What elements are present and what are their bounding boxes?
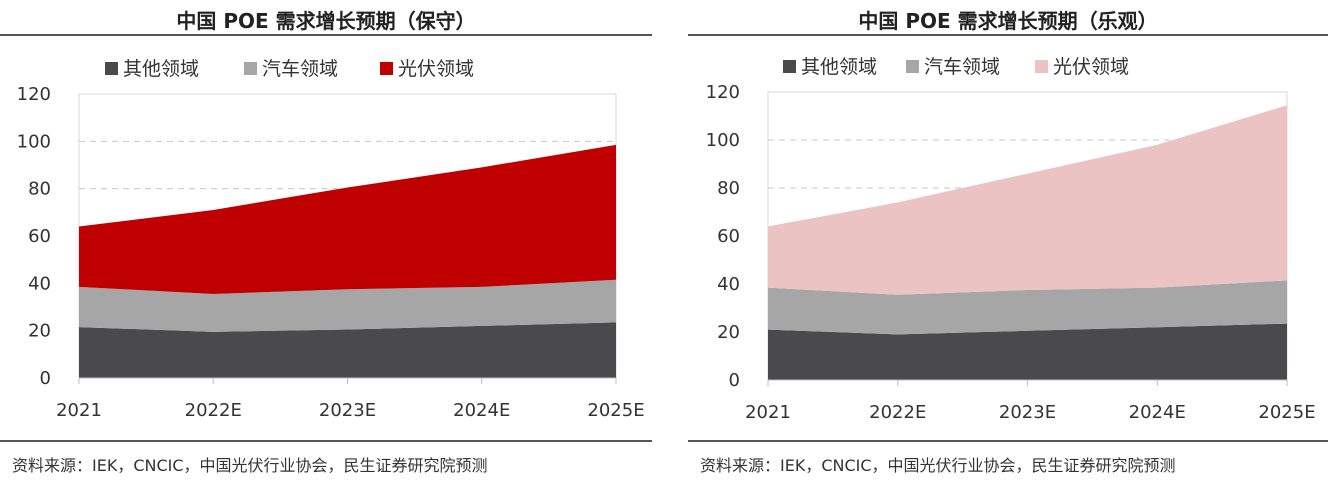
legend-label: 光伏领域	[398, 58, 474, 80]
legend-label: 光伏领域	[1053, 56, 1129, 78]
top-divider	[688, 34, 1328, 36]
y-tick-label: 60	[717, 226, 740, 247]
legend-swatch	[1035, 60, 1048, 73]
x-tick-label: 2022E	[869, 402, 926, 423]
top-divider	[0, 34, 652, 36]
legend-swatch	[105, 62, 118, 75]
source-note: 资料来源：IEK，CNCIC，中国光伏行业协会，民生证券研究院预测	[12, 456, 488, 475]
y-tick-label: 100	[706, 130, 740, 151]
y-tick-label: 0	[729, 370, 740, 391]
chart-panel-conservative: 中国 POE 需求增长预期（保守） 2021 2022E 2023E 2024E 202…	[0, 0, 652, 484]
legend-label: 汽车领域	[262, 58, 338, 80]
y-tick-label: 120	[706, 82, 740, 103]
y-tick-label: 80	[28, 179, 51, 200]
chart-title: 中国 POE 需求增长预期（保守）	[176, 9, 476, 33]
legend-swatch	[380, 62, 393, 75]
bottom-divider	[688, 440, 1328, 442]
x-tick-label: 2021	[56, 400, 102, 421]
area-series-1	[768, 323, 1287, 380]
y-tick-label: 40	[717, 274, 740, 295]
y-tick-label: 0	[40, 368, 51, 389]
legend-label: 汽车领域	[924, 56, 1000, 78]
y-tick-label: 40	[28, 273, 51, 294]
x-tick-label: 2025E	[587, 400, 644, 421]
y-tick-label: 100	[17, 131, 51, 152]
x-tick-label: 2023E	[999, 402, 1056, 423]
y-tick-label: 60	[28, 226, 51, 247]
y-tick-label: 20	[28, 321, 51, 342]
legend-label: 其他领域	[801, 56, 877, 78]
x-tick-label: 2023E	[319, 400, 376, 421]
legend-swatch	[783, 60, 796, 73]
chart-title: 中国 POE 需求增长预期（乐观）	[858, 9, 1158, 33]
x-tick-label: 2025E	[1258, 402, 1315, 423]
y-tick-label: 120	[17, 84, 51, 105]
area-series-2	[79, 279, 616, 332]
area-series-3	[768, 105, 1287, 295]
chart-optimistic: 2021 2022E 2023E 2024E 2025E 0 20 40 60 80 100 120 其…	[706, 56, 1316, 423]
y-tick-label: 80	[717, 178, 740, 199]
x-tick-label: 2024E	[453, 400, 510, 421]
x-tick-label: 2024E	[1129, 402, 1186, 423]
source-note: 资料来源：IEK，CNCIC，中国光伏行业协会，民生证券研究院预测	[700, 456, 1176, 475]
area-series-3	[79, 144, 616, 294]
x-tick-label: 2022E	[185, 400, 242, 421]
legend-swatch	[906, 60, 919, 73]
chart-conservative: 2021 2022E 2023E 2024E 2025E 0 20 40 60 80 100 120 其…	[17, 58, 645, 421]
area-series-2	[768, 280, 1287, 335]
bottom-divider	[0, 440, 652, 442]
x-tick-label: 2021	[745, 402, 791, 423]
chart-panel-optimistic: 中国 POE 需求增长预期（乐观） 2021 2022E 2023E 2024E 202…	[688, 0, 1328, 484]
legend-swatch	[244, 62, 257, 75]
area-series-1	[79, 322, 616, 378]
legend-label: 其他领域	[123, 58, 199, 80]
y-tick-label: 20	[717, 322, 740, 343]
